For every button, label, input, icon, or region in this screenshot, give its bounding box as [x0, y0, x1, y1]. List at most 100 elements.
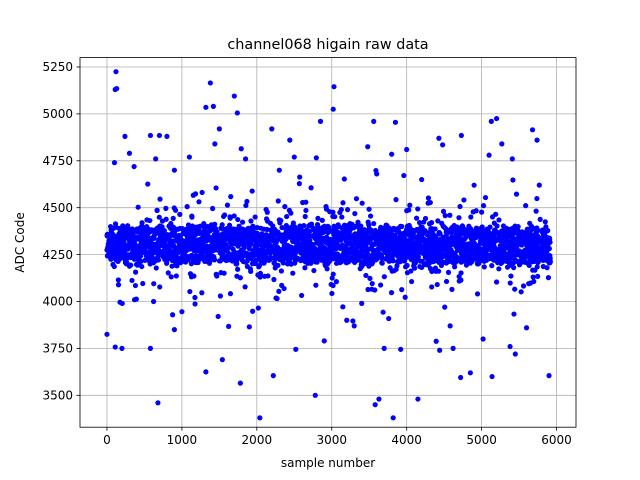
data-point [133, 296, 139, 302]
x-tick-label: 6000 [541, 433, 572, 447]
data-point [242, 284, 248, 290]
data-point [164, 133, 170, 139]
x-tick-label: 1000 [167, 433, 198, 447]
data-point [511, 265, 517, 271]
data-point [379, 260, 385, 266]
data-point [319, 217, 325, 223]
data-point [153, 156, 159, 162]
data-point [278, 217, 284, 224]
data-point [526, 262, 532, 269]
data-point [307, 228, 313, 234]
data-point [249, 188, 255, 194]
data-point [276, 288, 282, 294]
data-point [203, 104, 209, 110]
data-point [493, 211, 499, 217]
data-point [447, 212, 453, 218]
data-point [135, 204, 141, 210]
data-point [371, 118, 377, 124]
y-axis-label: ADC Code [13, 212, 27, 272]
data-point [313, 282, 319, 288]
data-point [281, 285, 287, 292]
data-point [192, 191, 199, 197]
data-point [174, 263, 180, 269]
data-point [147, 132, 154, 139]
data-point [530, 274, 536, 280]
data-point [302, 213, 308, 220]
data-point [269, 126, 275, 132]
data-point [536, 182, 542, 188]
data-point [126, 150, 133, 156]
data-point [324, 266, 330, 272]
data-point [243, 202, 249, 209]
data-point [210, 205, 216, 212]
data-point [374, 256, 380, 262]
data-point [114, 85, 120, 92]
data-point [325, 229, 331, 236]
data-point [192, 301, 198, 307]
data-point [287, 137, 293, 143]
data-point [340, 304, 346, 310]
data-point [478, 246, 484, 252]
data-point [366, 206, 372, 212]
data-point [155, 400, 161, 406]
data-point [433, 338, 439, 344]
data-point [111, 263, 117, 270]
data-point [432, 226, 438, 232]
data-point [365, 286, 371, 293]
data-point [212, 221, 218, 227]
data-point [165, 270, 171, 276]
data-point [147, 345, 154, 351]
data-point [442, 304, 448, 310]
data-point [221, 270, 227, 276]
y-tick-label: 4750 [42, 154, 73, 168]
data-point [184, 204, 190, 210]
data-point [545, 228, 551, 234]
data-point [303, 207, 309, 214]
data-point [489, 263, 495, 269]
data-point [380, 309, 386, 315]
data-point [203, 369, 209, 375]
data-point [372, 402, 378, 408]
data-point [381, 274, 387, 280]
data-point [507, 280, 513, 286]
data-point [159, 224, 165, 230]
data-point [390, 258, 396, 264]
data-point [496, 217, 502, 223]
data-point [445, 269, 452, 275]
data-point [145, 181, 151, 187]
data-point [546, 373, 552, 379]
y-tick-label: 3500 [42, 389, 73, 403]
data-point [409, 278, 415, 285]
data-point [413, 215, 420, 221]
data-point [429, 268, 435, 275]
data-point [248, 268, 254, 275]
data-point [271, 276, 277, 283]
data-point [340, 200, 346, 206]
data-point [307, 237, 313, 243]
data-point [250, 308, 256, 314]
data-point [415, 206, 421, 212]
data-point [510, 231, 516, 237]
data-point [234, 110, 240, 116]
data-point [367, 213, 374, 219]
data-point [302, 265, 308, 271]
data-point [155, 257, 162, 263]
y-axis-ticks: 3500 3750 4000 4250 4500 4750 5000 5250 [42, 60, 80, 403]
data-point [232, 250, 238, 256]
data-point [132, 282, 139, 289]
data-point [520, 283, 527, 289]
y-tick-label: 5000 [42, 107, 73, 121]
data-point [151, 281, 157, 287]
data-point [330, 106, 336, 112]
data-point [450, 345, 456, 351]
data-point [291, 154, 297, 160]
data-point [489, 373, 495, 380]
data-point [150, 298, 157, 305]
data-point [270, 373, 276, 379]
data-point [381, 345, 387, 351]
data-point [458, 277, 464, 283]
data-point [275, 198, 281, 204]
data-point [435, 268, 442, 274]
x-tick-label: 2000 [242, 433, 273, 447]
